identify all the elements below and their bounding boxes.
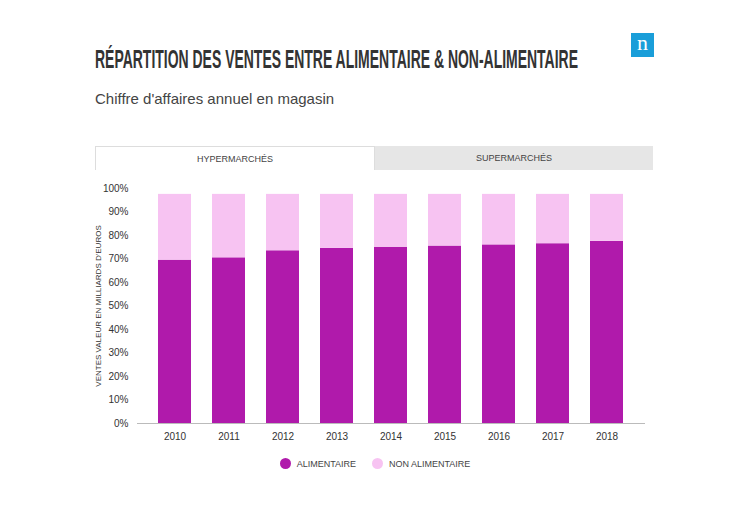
svg-text:30%: 30%: [108, 347, 128, 358]
svg-text:0%: 0%: [114, 418, 129, 429]
html-text:RÉPARTITION DES VENTES ENTRE A: RÉPARTITION DES VENTES ENTRE ALIMENTAIRE…: [95, 44, 578, 74]
svg-text:2014: 2014: [380, 431, 403, 442]
svg-text:2013: 2013: [326, 431, 349, 442]
svg-text:2018: 2018: [596, 431, 619, 442]
svg-text:2012: 2012: [272, 431, 295, 442]
svg-text:10%: 10%: [108, 394, 128, 405]
svg-text:2011: 2011: [218, 431, 240, 442]
svg-text:20%: 20%: [108, 371, 128, 382]
svg-text:VENTES VALEUR EN MILLIARDS D'E: VENTES VALEUR EN MILLIARDS D'EUROS: [94, 225, 103, 386]
html-text:NON ALIMENTAIRE: NON ALIMENTAIRE: [389, 458, 471, 469]
svg-text:2017: 2017: [542, 431, 565, 442]
svg-text:2010: 2010: [164, 431, 187, 442]
svg-text:2016: 2016: [488, 431, 511, 442]
svg-text:100%: 100%: [103, 183, 129, 194]
svg-text:80%: 80%: [108, 230, 128, 241]
html-text:HYPERMARCHÉS: HYPERMARCHÉS: [197, 153, 273, 164]
html-text:SUPERMARCHÉS: SUPERMARCHÉS: [476, 153, 552, 163]
svg-text:90%: 90%: [108, 206, 128, 217]
html-text:n: n: [637, 30, 648, 55]
html-text:Chiffre d'affaires annuel en m: Chiffre d'affaires annuel en magasin: [95, 90, 335, 107]
svg-text:70%: 70%: [108, 253, 128, 264]
html-text:ALIMENTAIRE: ALIMENTAIRE: [296, 458, 356, 469]
svg-text:60%: 60%: [108, 277, 128, 288]
svg-text:40%: 40%: [108, 324, 128, 335]
svg-text:50%: 50%: [108, 300, 128, 311]
svg-text:2015: 2015: [434, 431, 457, 442]
